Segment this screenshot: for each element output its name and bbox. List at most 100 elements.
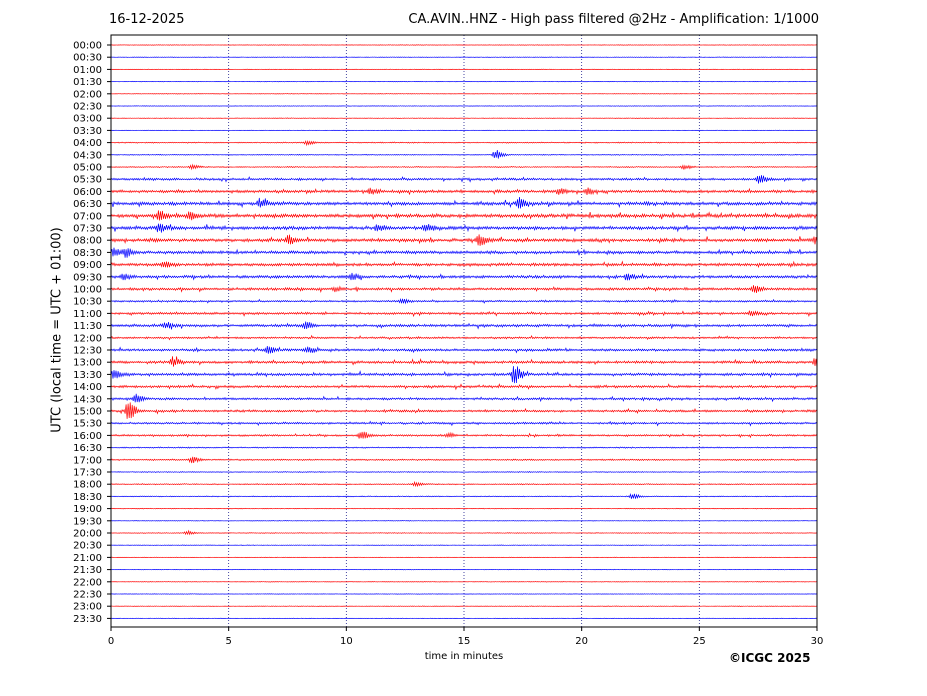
y-tick-label: 08:30 [73, 248, 102, 259]
y-tick-label: 01:30 [73, 77, 102, 88]
trace-0930 [110, 272, 818, 281]
trace-1900 [110, 507, 818, 510]
y-tick-label: 04:30 [73, 150, 102, 161]
y-tick-label: 11:30 [73, 321, 102, 332]
y-tick-label: 14:00 [73, 382, 102, 393]
trace-1400 [110, 383, 818, 391]
y-tick-label: 17:00 [73, 455, 102, 466]
trace-1530 [110, 420, 818, 427]
trace-1230 [110, 345, 818, 354]
x-tick-label: 25 [693, 636, 706, 647]
y-tick-label: 13:00 [73, 358, 102, 369]
x-tick-label: 20 [575, 636, 588, 647]
y-tick-label: 12:30 [73, 346, 102, 357]
y-tick-label: 22:30 [73, 590, 102, 601]
trace-0200 [110, 93, 818, 95]
trace-0800 [110, 234, 818, 246]
x-tick-label: 10 [340, 636, 353, 647]
trace-0500 [110, 163, 818, 171]
trace-0530 [110, 175, 818, 184]
trace-1100 [110, 310, 818, 318]
y-tick-label: 16:00 [73, 431, 102, 442]
y-tick-label: 19:00 [73, 504, 102, 515]
trace-0730 [110, 223, 818, 233]
y-tick-label: 22:00 [73, 577, 102, 588]
trace-1030 [110, 298, 818, 305]
x-tick-label: 0 [108, 636, 114, 647]
trace-1200 [110, 334, 818, 341]
chart-title: CA.AVIN..HNZ - High pass filtered @2Hz -… [408, 12, 819, 27]
trace-2130 [110, 568, 818, 571]
y-tick-label: 08:00 [73, 236, 102, 247]
trace-0030 [110, 56, 818, 58]
trace-1600 [110, 431, 818, 439]
trace-1930 [110, 520, 818, 522]
y-tick-label: 05:30 [73, 175, 102, 186]
y-tick-label: 23:00 [73, 602, 102, 613]
trace-2000 [110, 529, 818, 536]
trace-0700 [110, 210, 818, 221]
y-tick-label: 20:00 [73, 529, 102, 540]
y-tick-label: 09:30 [73, 272, 102, 283]
y-tick-label: 12:00 [73, 333, 102, 344]
y-tick-label: 07:00 [73, 211, 102, 222]
y-axis-label: UTC (local time = UTC + 01:00) [49, 227, 65, 433]
y-tick-label: 05:00 [73, 163, 102, 174]
trace-0830 [110, 247, 818, 258]
trace-2330 [110, 617, 818, 620]
trace-0300 [110, 117, 818, 119]
y-tick-label: 09:00 [73, 260, 102, 271]
y-tick-label: 14:30 [73, 394, 102, 405]
plot-frame [110, 34, 818, 628]
y-tick-label: 04:00 [73, 138, 102, 149]
trace-2030 [110, 544, 818, 546]
trace-1000 [110, 285, 818, 294]
y-tick-label: 19:30 [73, 516, 102, 527]
trace-1500 [110, 402, 818, 419]
trace-0430 [110, 150, 818, 159]
y-tick-label: 02:00 [73, 89, 102, 100]
y-tick-label: 03:00 [73, 114, 102, 125]
trace-2300 [110, 605, 818, 607]
trace-2200 [110, 581, 818, 583]
y-tick-label: 18:30 [73, 492, 102, 503]
y-tick-label: 21:30 [73, 565, 102, 576]
x-tick-label: 5 [225, 636, 231, 647]
y-tick-label: 01:00 [73, 65, 102, 76]
y-tick-label: 21:00 [73, 553, 102, 564]
trace-0400 [110, 140, 818, 147]
trace-1800 [110, 480, 818, 488]
y-tick-label: 16:30 [73, 443, 102, 454]
trace-1430 [110, 393, 818, 403]
trace-2230 [110, 593, 818, 595]
y-tick-label: 13:30 [73, 370, 102, 381]
trace-0000 [110, 44, 818, 46]
y-tick-label: 07:30 [73, 224, 102, 235]
y-tick-label: 17:30 [73, 468, 102, 479]
trace-0900 [110, 260, 818, 269]
y-tick-label: 03:30 [73, 126, 102, 137]
trace-0100 [110, 68, 818, 71]
y-tick-label: 00:00 [73, 41, 102, 52]
vertical-grid [228, 35, 700, 627]
y-tick-label: 00:30 [73, 53, 102, 64]
y-tick-label: 11:00 [73, 309, 102, 320]
trace-0600 [110, 187, 818, 196]
x-axis-ticks: 0 5 10 15 20 25 30 [108, 627, 824, 647]
trace-0630 [110, 196, 818, 209]
y-tick-label: 10:30 [73, 297, 102, 308]
date-label: 16-12-2025 [109, 12, 185, 27]
trace-1830 [110, 492, 818, 499]
trace-1130 [110, 321, 818, 330]
y-tick-label: 23:30 [73, 614, 102, 625]
trace-0130 [110, 80, 818, 83]
trace-0330 [110, 129, 818, 132]
trace-1630 [110, 446, 818, 449]
y-tick-label: 15:00 [73, 407, 102, 418]
y-tick-label: 18:00 [73, 480, 102, 491]
x-tick-label: 30 [811, 636, 824, 647]
trace-1330 [110, 366, 818, 384]
y-tick-label: 15:30 [73, 419, 102, 430]
